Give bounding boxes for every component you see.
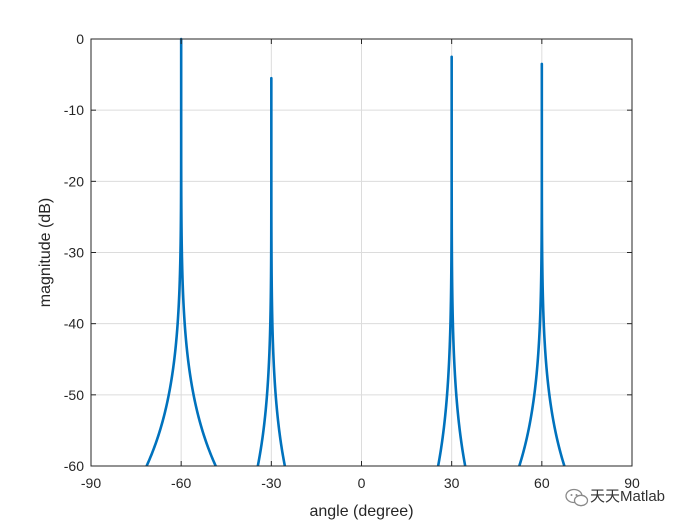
- x-axis-label: angle (degree): [309, 503, 413, 520]
- y-tick-label: -10: [64, 102, 84, 118]
- beam-peak-4: [518, 62, 566, 467]
- x-tick-label: -60: [171, 475, 191, 491]
- y-tick-label: -30: [64, 245, 84, 261]
- x-tick-label: 90: [624, 475, 640, 491]
- y-tick-label: -50: [64, 387, 84, 403]
- x-tick-label: -90: [81, 475, 101, 491]
- y-tick-label: -40: [64, 316, 84, 332]
- x-tick-label: 0: [358, 475, 366, 491]
- y-axis-label: magnitude (dB): [37, 198, 54, 307]
- x-tick-label: 30: [444, 475, 460, 491]
- wechat-icon: [565, 488, 589, 507]
- watermark-text: 天天Matlab: [590, 488, 665, 505]
- y-tick-label: -60: [64, 458, 84, 474]
- y-tick-label: -20: [64, 173, 84, 189]
- x-tick-label: -30: [261, 475, 281, 491]
- beam-peak-3: [436, 55, 467, 467]
- watermark: 天天Matlab: [565, 488, 665, 507]
- y-tick-labels: 0 -10 -20 -30 -40 -50 -60: [64, 31, 84, 474]
- ticks: [90, 38, 633, 467]
- x-tick-label: 60: [534, 475, 550, 491]
- x-tick-labels: -90 -60 -30 0 30 60 90: [81, 475, 640, 491]
- beam-peak-2: [256, 76, 287, 467]
- y-tick-label: 0: [76, 31, 84, 47]
